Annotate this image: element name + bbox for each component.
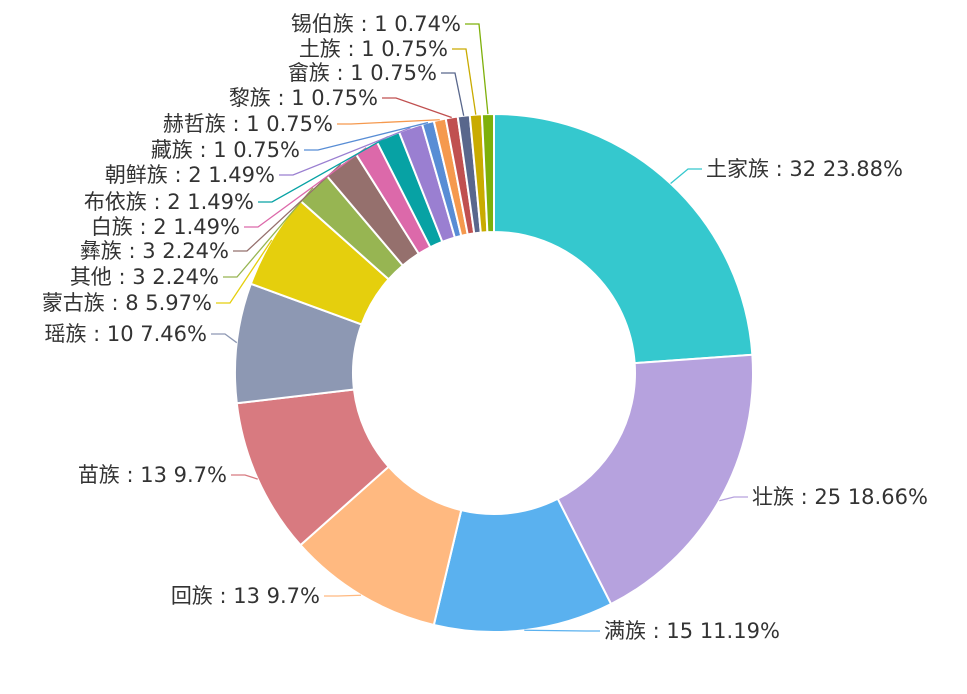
slice-label-15: 黎族 : 1 0.75%	[229, 86, 378, 110]
leader-lines-layer	[211, 23, 748, 632]
leader-line-8	[223, 187, 314, 278]
slices-layer	[234, 112, 754, 633]
slice-label-18: 锡伯族 : 1 0.74%	[291, 12, 461, 36]
leader-line-13	[304, 121, 429, 151]
slice-label-6: 瑶族 : 10 7.46%	[44, 322, 207, 346]
leader-line-14	[337, 119, 440, 125]
slice-label-12: 朝鲜族 : 2 1.49%	[105, 163, 275, 187]
labels-layer: 土家族 : 32 23.88% 壮族 : 25 18.66% 满族 : 15 11.…	[42, 12, 928, 643]
leader-line-16	[441, 72, 465, 116]
slice-label-1: 土家族 : 32 23.88%	[706, 157, 903, 181]
slice-1[interactable]	[493, 112, 754, 365]
leader-line-2	[719, 496, 748, 502]
leader-line-18	[465, 23, 489, 115]
slice-label-13: 藏族 : 1 0.75%	[151, 138, 300, 162]
slice-18[interactable]	[480, 112, 495, 234]
leader-line-17	[452, 48, 477, 115]
leader-line-4	[324, 594, 362, 597]
leader-line-10	[244, 147, 367, 228]
slice-label-8: 其他 : 3 2.24%	[70, 265, 219, 289]
slice-label-14: 赫哲族 : 1 0.75%	[163, 112, 333, 136]
slice-label-4: 回族 : 13 9.7%	[171, 584, 320, 608]
slice-label-7: 蒙古族 : 8 5.97%	[42, 291, 212, 315]
leader-line-3	[524, 629, 600, 632]
leader-line-15	[382, 97, 452, 119]
slice-label-17: 土族 : 1 0.75%	[299, 37, 448, 61]
leader-line-6	[211, 333, 238, 344]
leader-line-12	[279, 127, 411, 176]
leader-line-1	[670, 168, 702, 185]
slice-label-10: 白族 : 2 1.49%	[91, 215, 240, 239]
leader-line-5	[231, 474, 258, 480]
slice-label-2: 壮族 : 25 18.66%	[752, 485, 928, 509]
slice-label-16: 畲族 : 1 0.75%	[288, 61, 437, 85]
slice-2[interactable]	[556, 353, 754, 606]
slice-label-3: 满族 : 15 11.19%	[604, 619, 780, 643]
leader-line-11	[258, 136, 389, 203]
slice-label-9: 彝族 : 3 2.24%	[80, 239, 229, 263]
slice-label-5: 苗族 : 13 9.7%	[78, 463, 227, 487]
slice-label-11: 布依族 : 2 1.49%	[84, 190, 254, 214]
leader-line-9	[233, 163, 342, 252]
leader-line-7	[216, 239, 273, 304]
